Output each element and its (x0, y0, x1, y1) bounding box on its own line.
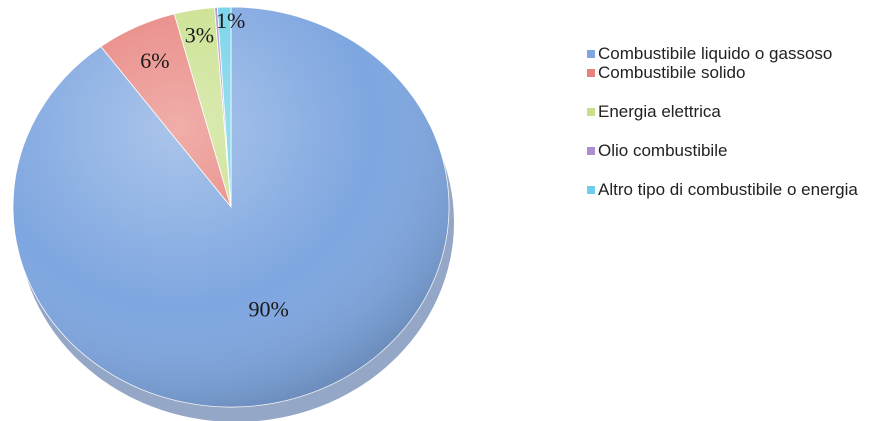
legend-item-5: Altro tipo di combustibile o energia (584, 180, 884, 199)
legend-label-5: Altro tipo di combustibile o energia (598, 180, 858, 199)
legend-swatch-4 (587, 147, 595, 155)
pie-data-label-3: 3% (185, 23, 214, 48)
legend-item-1: Combustibile liquido o gassoso (584, 44, 884, 63)
legend: Combustibile liquido o gassoso Combustibi… (584, 44, 884, 199)
pie-data-label-2: 6% (140, 48, 169, 73)
legend-label-2: Combustibile solido (598, 63, 746, 82)
legend-swatch-3 (587, 108, 595, 116)
legend-swatch-5 (587, 186, 595, 194)
pie-data-labels: 90% 6% 3%1% (140, 8, 289, 321)
legend-item-2: Combustibile solido (584, 63, 884, 82)
legend-swatch-2 (587, 69, 595, 77)
legend-label-1: Combustibile liquido o gassoso (598, 44, 833, 63)
pie-slices (12, 6, 450, 408)
legend-swatch-1 (587, 50, 595, 58)
pie-data-label-5: 1% (216, 8, 245, 33)
pie-data-label-1: 90% (249, 296, 289, 321)
legend-item-4: Olio combustibile (584, 141, 884, 160)
legend-label-4: Olio combustibile (598, 141, 728, 160)
legend-item-3: Energia elettrica (584, 102, 884, 121)
legend-label-3: Energia elettrica (598, 102, 721, 121)
